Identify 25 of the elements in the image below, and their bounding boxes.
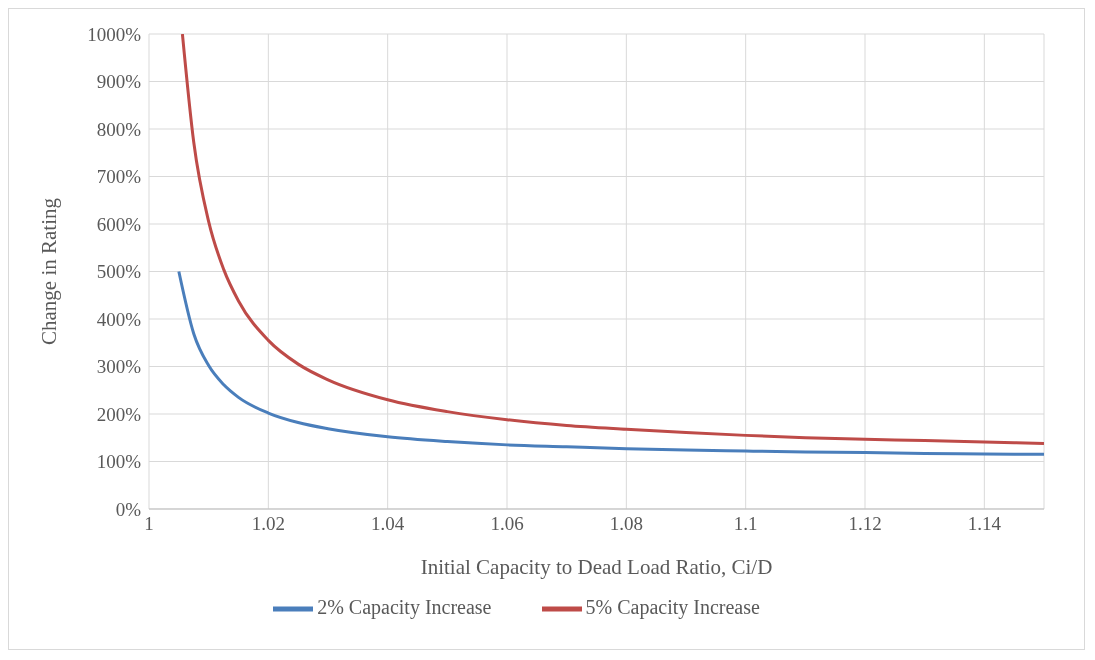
legend-label: 2% Capacity Increase: [317, 595, 492, 618]
y-tick-label: 800%: [96, 118, 142, 140]
y-tick-label: 100%: [96, 451, 142, 473]
x-tick-label: 1.12: [848, 513, 882, 535]
y-tick-label: 700%: [96, 166, 142, 188]
y-tick-label: 0%: [115, 498, 142, 520]
x-tick-label: 1.14: [967, 513, 1002, 535]
y-axis-title: Change in Rating: [37, 197, 62, 345]
x-tick-label: 1.06: [490, 513, 524, 535]
line-series: [177, 270, 1044, 456]
y-tick-label: 600%: [96, 213, 142, 235]
y-tick-label: 900%: [96, 71, 142, 93]
legend-label: 5% Capacity Increase: [585, 595, 760, 618]
line-series: [180, 34, 1044, 445]
x-tick-label: 1.1: [733, 513, 758, 535]
y-tick-label: 500%: [96, 261, 142, 283]
y-tick-label: 1000%: [87, 23, 142, 45]
x-axis-title: Initial Capacity to Dead Load Ratio, Ci/D: [420, 555, 773, 579]
x-tick-label: 1.04: [371, 513, 405, 535]
y-tick-label: 300%: [96, 356, 142, 378]
x-tick-label: 1.08: [609, 513, 643, 535]
y-tick-label: 200%: [96, 403, 142, 425]
x-tick-label: 1.02: [251, 513, 285, 535]
x-tick-label: 1: [144, 513, 154, 535]
y-tick-label: 400%: [96, 308, 142, 330]
